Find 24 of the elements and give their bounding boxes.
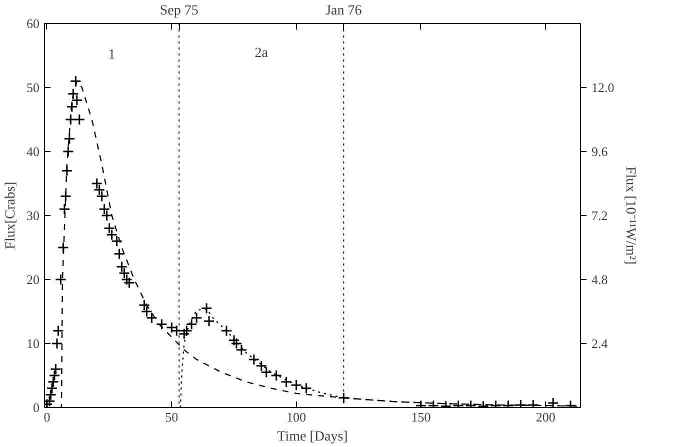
y2-tick-label: 9.6 — [592, 144, 608, 159]
y2-tick-label: 7.2 — [592, 208, 608, 223]
x-tick-label: 50 — [165, 410, 178, 424]
y-tick-label: 0 — [33, 400, 40, 415]
y-axis-title: Flux[Crabs] — [4, 182, 18, 250]
y-tick-label: 50 — [26, 80, 40, 95]
y2-tick-label: 4.8 — [592, 272, 608, 287]
y2-axis-title: Flux [10⁻¹¹W/m²] — [622, 166, 638, 265]
annotation: 1 — [108, 48, 116, 62]
y-tick-label: 30 — [26, 208, 40, 223]
y2-tick-label: 12.0 — [592, 80, 614, 95]
y-tick-label: 40 — [26, 144, 40, 159]
y-tick-label: 10 — [26, 336, 40, 351]
x-tick-label: 100 — [286, 410, 306, 424]
ref-line-label: Jan 76 — [326, 4, 362, 18]
y-tick-label: 60 — [26, 16, 40, 31]
ref-line-label: Sep 75 — [160, 4, 198, 18]
x-axis-title: Time [Days] — [277, 430, 348, 444]
y-tick-label: 20 — [26, 272, 40, 287]
x-tick-label: 200 — [536, 410, 556, 424]
y2-tick-label: 2.4 — [592, 336, 608, 351]
annotation: 2a — [254, 46, 269, 61]
x-tick-label: 0 — [44, 410, 50, 424]
x-tick-label: 150 — [411, 410, 431, 424]
